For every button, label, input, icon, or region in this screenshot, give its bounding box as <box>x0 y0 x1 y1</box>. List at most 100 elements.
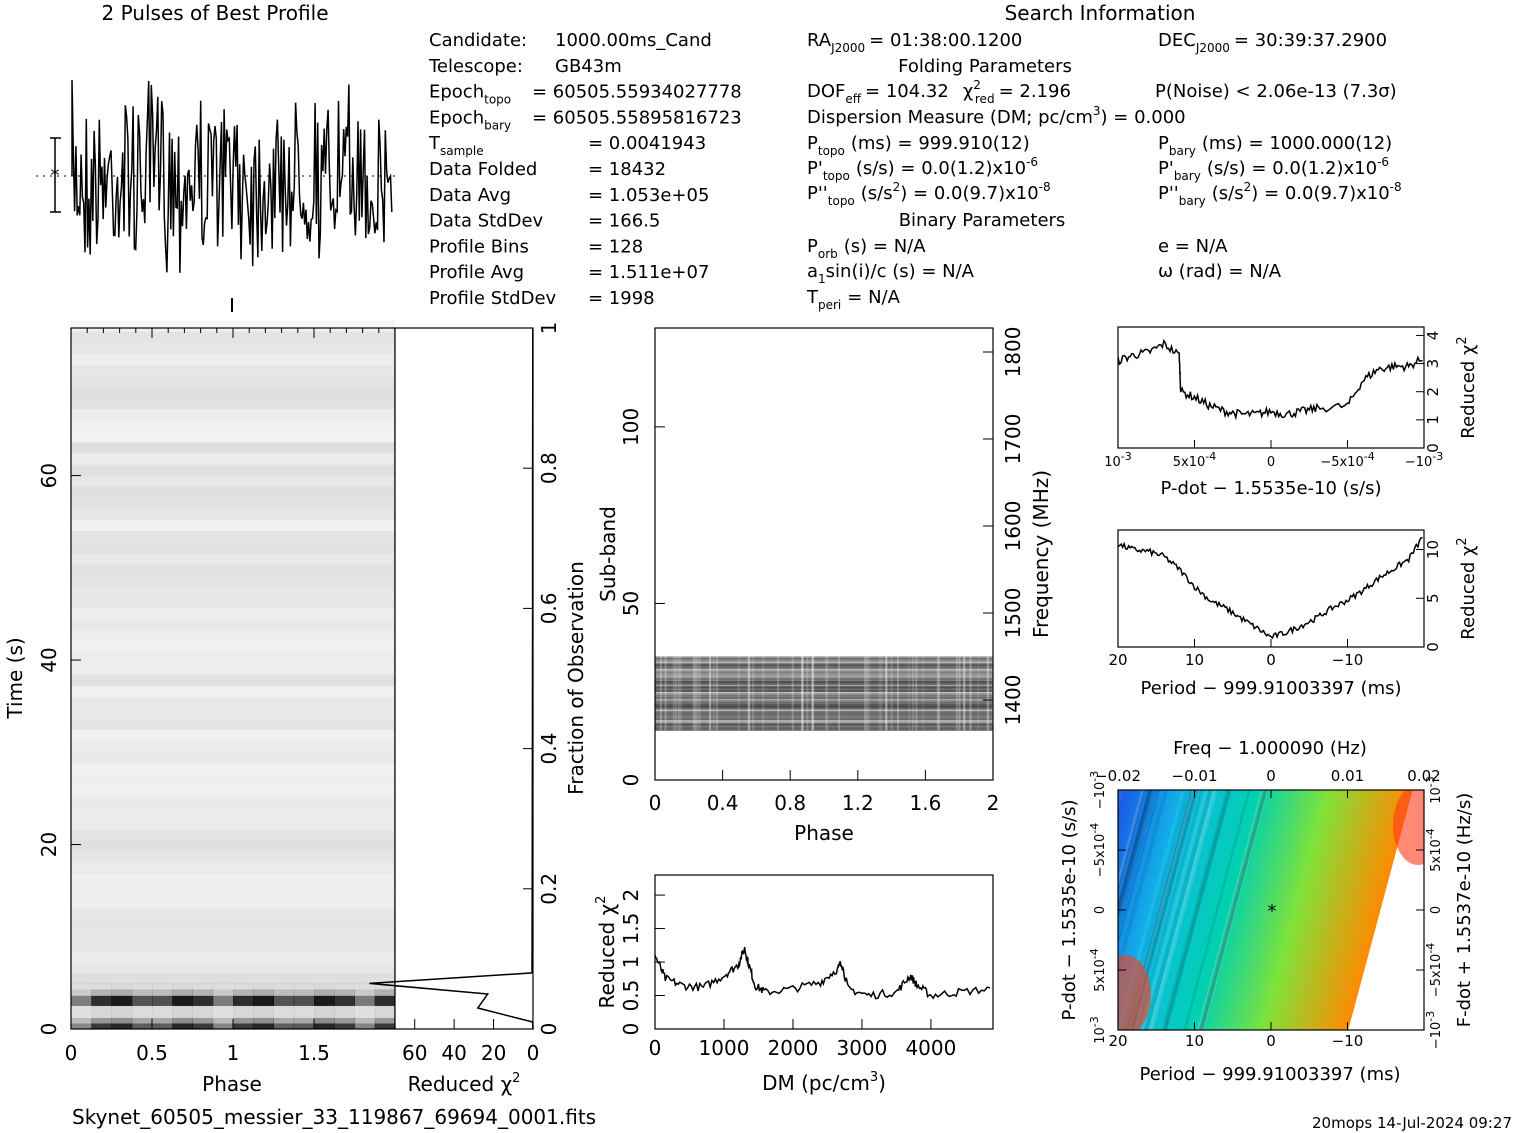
time-signal-cell <box>233 1023 254 1029</box>
phase-tick-label: 1 <box>227 1041 240 1065</box>
time-row <box>71 530 395 542</box>
info-row: Epochbary = 60505.55895816723 <box>429 107 742 132</box>
time-signal-cell <box>192 989 214 996</box>
time-signal-cell <box>233 995 254 1006</box>
time-row <box>71 431 395 442</box>
frequency-tick-label: 1600 <box>1001 501 1025 552</box>
subband-row <box>655 695 993 698</box>
time-row <box>71 442 395 454</box>
info-label: T <box>428 133 441 154</box>
phase-tick-label: 1.5 <box>298 1041 330 1065</box>
subband-noise-column <box>664 656 667 731</box>
time-signal-cell <box>91 1017 112 1024</box>
surface-streak <box>1118 790 1169 1030</box>
time-signal-cell <box>253 1005 274 1018</box>
time-signal-cell <box>314 989 335 996</box>
fraction-tick-label: 0.8 <box>537 452 561 484</box>
info-label: Epoch <box>429 82 484 103</box>
subband-noise-column <box>696 656 699 731</box>
subband-row <box>655 719 993 722</box>
info-row: Data StdDev = 166.5 <box>429 211 660 232</box>
pdot-topo-row: P'topo (s/s) = 0.0(1.2)x10-6 <box>807 155 1038 183</box>
time-signal-cell <box>111 995 133 1006</box>
time-row <box>71 763 395 774</box>
info-row: Profile Bins = 128 <box>429 236 643 257</box>
subband-row <box>655 721 993 724</box>
time-row <box>71 630 395 642</box>
subband-row <box>655 693 993 696</box>
chi2-tick-label: 40 <box>441 1041 466 1065</box>
time-row <box>71 752 395 764</box>
time-signal-cell <box>293 989 315 996</box>
pnoise-row: P(Noise) < 2.06e-13 (7.3σ) <box>1155 81 1397 102</box>
frequency-ylabel: Frequency (MHz) <box>1029 470 1053 638</box>
subband-row <box>655 718 993 721</box>
dm-xlabel: DM (pc/cm3) <box>762 1070 886 1095</box>
subband-row <box>655 663 993 666</box>
ytick-label: 4 <box>1424 331 1442 341</box>
surface-streak <box>1163 790 1232 1030</box>
surface-streak <box>1140 790 1209 1030</box>
fraction-tick-label: 0 <box>537 1023 561 1036</box>
time-row <box>71 918 395 930</box>
time-row <box>71 387 395 399</box>
time-signal-cell <box>71 995 92 1006</box>
subband-row <box>655 728 993 731</box>
subband-noise-column <box>801 656 804 731</box>
time-row <box>71 475 395 487</box>
time-signal-cell <box>233 982 254 990</box>
subband-noise-column <box>890 656 893 731</box>
fraction-tick-label: 0.4 <box>537 733 561 765</box>
info-value: = 166.5 <box>588 211 660 232</box>
time-signal-cell <box>91 1023 112 1029</box>
time-row <box>71 807 395 819</box>
time-signal-cell <box>71 983 92 989</box>
time-tick-label: 60 <box>37 463 61 488</box>
search-title: Search Information <box>1005 1 1196 25</box>
subband-noise-column <box>825 656 828 731</box>
subband-row <box>655 704 993 707</box>
subband-noise-column <box>958 656 961 731</box>
time-signal-cell <box>354 989 376 996</box>
subband-row <box>655 709 993 712</box>
info-value: GB43m <box>555 56 622 77</box>
a1sini-row: a1sin(i)/c (s) = N/A <box>807 261 975 286</box>
time-row <box>71 564 395 576</box>
subband-noise-column <box>969 656 972 731</box>
fraction-tick-label: 0.2 <box>537 873 561 905</box>
pp-fdot-tick-label: −10-3 <box>1424 1011 1444 1049</box>
time-chi2-plot: 60 40 20 0 0 0.2 0.4 0.6 0.8 1 Reduced χ2 Fraction … <box>369 322 588 1096</box>
time-row <box>71 398 395 410</box>
subband-noise-column <box>838 656 841 731</box>
info-value: = 60505.55895816723 <box>532 107 742 128</box>
subband-phase-tick-label: 1.2 <box>842 791 874 815</box>
time-tick-label: 0 <box>37 1023 61 1036</box>
time-signal-cell <box>273 1023 295 1029</box>
subband-noise-column <box>716 656 719 731</box>
xtick-label: 0 <box>1266 651 1276 669</box>
subband-noise-column <box>986 656 989 731</box>
ytick-label: 1 <box>1424 415 1442 425</box>
pp-freq-tick-label: −0.02 <box>1095 767 1141 785</box>
time-signal-cell <box>212 1023 234 1029</box>
subband-noise-column <box>679 656 682 731</box>
profile-trace <box>71 79 393 273</box>
pp-period-tick-label: 0 <box>1266 1032 1276 1050</box>
subband-tick-label: 100 <box>619 408 643 446</box>
subband-noise-column <box>937 656 940 731</box>
surface-streak <box>1131 790 1198 1030</box>
subband-row <box>655 714 993 717</box>
subband-noise-column <box>709 656 712 731</box>
dm-chi2-frame <box>654 874 994 1030</box>
pbary-row: Pbary (ms) = 1000.000(12) <box>1158 133 1392 158</box>
time-signal-cell <box>192 1023 214 1029</box>
subband-noise-column <box>801 656 804 731</box>
subband-noise-column <box>812 656 815 731</box>
time-signal-cell <box>354 1017 376 1024</box>
pdot-bary-row: P'bary (s/s) = 0.0(1.2)x10-6 <box>1158 155 1389 183</box>
time-signal-cell <box>71 1005 92 1018</box>
subband-noise-column <box>659 656 662 731</box>
xtick-label: −10 <box>1332 651 1364 669</box>
surface-streak <box>1118 790 1147 1030</box>
